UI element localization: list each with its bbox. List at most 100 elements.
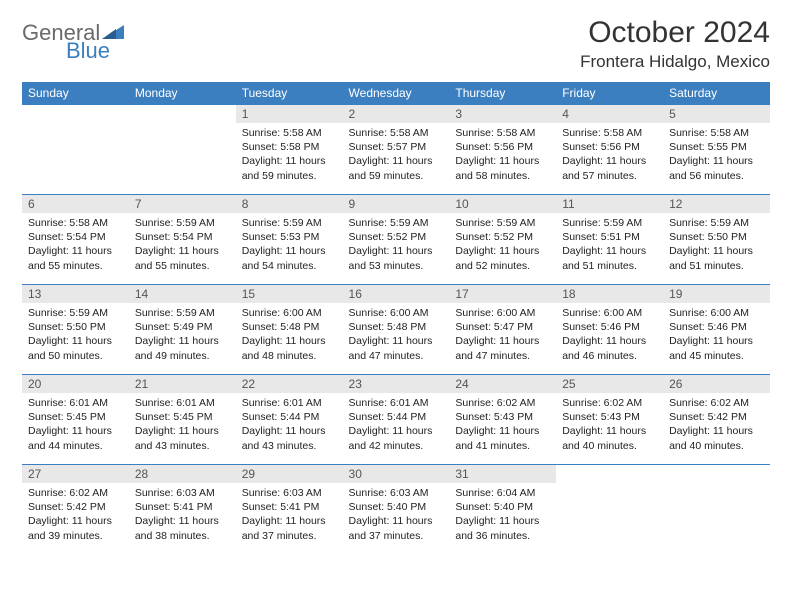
day-line: and 38 minutes. (135, 529, 230, 543)
day-line: Daylight: 11 hours (455, 514, 550, 528)
calendar-cell: 7Sunrise: 5:59 AMSunset: 5:54 PMDaylight… (129, 195, 236, 285)
day-line: Sunset: 5:45 PM (135, 410, 230, 424)
dayname-friday: Friday (556, 82, 663, 105)
day-content: Sunrise: 6:00 AMSunset: 5:48 PMDaylight:… (236, 303, 343, 369)
day-line: Sunset: 5:58 PM (242, 140, 337, 154)
calendar-cell: 18Sunrise: 6:00 AMSunset: 5:46 PMDayligh… (556, 285, 663, 375)
day-line: Sunrise: 6:03 AM (135, 486, 230, 500)
day-line: Sunrise: 6:00 AM (562, 306, 657, 320)
day-line: Sunset: 5:48 PM (242, 320, 337, 334)
day-content: Sunrise: 6:02 AMSunset: 5:42 PMDaylight:… (663, 393, 770, 459)
day-content: Sunrise: 6:00 AMSunset: 5:48 PMDaylight:… (343, 303, 450, 369)
day-number: 20 (22, 375, 129, 393)
dayname-monday: Monday (129, 82, 236, 105)
dayname-tuesday: Tuesday (236, 82, 343, 105)
day-line: Daylight: 11 hours (349, 154, 444, 168)
day-line: Sunset: 5:50 PM (28, 320, 123, 334)
day-line: Sunrise: 5:58 AM (455, 126, 550, 140)
calendar-cell: 20Sunrise: 6:01 AMSunset: 5:45 PMDayligh… (22, 375, 129, 465)
day-line: and 56 minutes. (669, 169, 764, 183)
day-line: Sunset: 5:41 PM (242, 500, 337, 514)
day-number: 2 (343, 105, 450, 123)
calendar-cell: 16Sunrise: 6:00 AMSunset: 5:48 PMDayligh… (343, 285, 450, 375)
day-line: Daylight: 11 hours (562, 244, 657, 258)
day-line: Daylight: 11 hours (135, 424, 230, 438)
day-content: Sunrise: 5:58 AMSunset: 5:56 PMDaylight:… (449, 123, 556, 189)
calendar-cell: 9Sunrise: 5:59 AMSunset: 5:52 PMDaylight… (343, 195, 450, 285)
day-number: 9 (343, 195, 450, 213)
day-line: Sunrise: 6:02 AM (562, 396, 657, 410)
day-number: 10 (449, 195, 556, 213)
day-line: and 59 minutes. (349, 169, 444, 183)
day-content: Sunrise: 5:58 AMSunset: 5:57 PMDaylight:… (343, 123, 450, 189)
day-line: Sunset: 5:53 PM (242, 230, 337, 244)
day-line: Daylight: 11 hours (455, 154, 550, 168)
day-line: and 41 minutes. (455, 439, 550, 453)
day-line: Sunrise: 6:02 AM (28, 486, 123, 500)
day-line: Sunrise: 6:03 AM (349, 486, 444, 500)
day-line: Sunset: 5:46 PM (562, 320, 657, 334)
day-line: Sunset: 5:43 PM (455, 410, 550, 424)
dayname-wednesday: Wednesday (343, 82, 450, 105)
day-content: Sunrise: 6:03 AMSunset: 5:41 PMDaylight:… (236, 483, 343, 549)
day-line: and 45 minutes. (669, 349, 764, 363)
day-line: Daylight: 11 hours (349, 244, 444, 258)
calendar-cell: 29Sunrise: 6:03 AMSunset: 5:41 PMDayligh… (236, 465, 343, 555)
day-content: Sunrise: 6:02 AMSunset: 5:42 PMDaylight:… (22, 483, 129, 549)
day-line: Daylight: 11 hours (28, 424, 123, 438)
calendar-cell: 25Sunrise: 6:02 AMSunset: 5:43 PMDayligh… (556, 375, 663, 465)
day-number: 11 (556, 195, 663, 213)
calendar-cell: 24Sunrise: 6:02 AMSunset: 5:43 PMDayligh… (449, 375, 556, 465)
day-line: Sunset: 5:48 PM (349, 320, 444, 334)
day-line: Sunrise: 5:59 AM (135, 306, 230, 320)
day-line: Daylight: 11 hours (669, 154, 764, 168)
day-content: Sunrise: 6:03 AMSunset: 5:40 PMDaylight:… (343, 483, 450, 549)
day-line: Sunrise: 5:58 AM (242, 126, 337, 140)
calendar-week: 20Sunrise: 6:01 AMSunset: 5:45 PMDayligh… (22, 375, 770, 465)
day-content: Sunrise: 6:01 AMSunset: 5:44 PMDaylight:… (236, 393, 343, 459)
calendar-cell: 23Sunrise: 6:01 AMSunset: 5:44 PMDayligh… (343, 375, 450, 465)
day-content: Sunrise: 6:01 AMSunset: 5:45 PMDaylight:… (22, 393, 129, 459)
day-line: Sunset: 5:51 PM (562, 230, 657, 244)
day-line: Sunset: 5:40 PM (349, 500, 444, 514)
day-line: Daylight: 11 hours (669, 424, 764, 438)
day-line: Sunrise: 5:58 AM (28, 216, 123, 230)
day-line: Daylight: 11 hours (28, 244, 123, 258)
day-content: Sunrise: 6:02 AMSunset: 5:43 PMDaylight:… (449, 393, 556, 459)
day-number: 24 (449, 375, 556, 393)
day-line: and 57 minutes. (562, 169, 657, 183)
day-content: Sunrise: 5:59 AMSunset: 5:51 PMDaylight:… (556, 213, 663, 279)
title-block: October 2024 Frontera Hidalgo, Mexico (580, 16, 770, 72)
calendar-cell (129, 105, 236, 195)
day-content: Sunrise: 5:58 AMSunset: 5:54 PMDaylight:… (22, 213, 129, 279)
day-content: Sunrise: 6:00 AMSunset: 5:46 PMDaylight:… (663, 303, 770, 369)
day-line: Sunrise: 6:00 AM (349, 306, 444, 320)
calendar-cell: 13Sunrise: 5:59 AMSunset: 5:50 PMDayligh… (22, 285, 129, 375)
day-line: Sunset: 5:46 PM (669, 320, 764, 334)
day-content: Sunrise: 5:59 AMSunset: 5:52 PMDaylight:… (449, 213, 556, 279)
day-content: Sunrise: 5:58 AMSunset: 5:56 PMDaylight:… (556, 123, 663, 189)
day-line: Sunrise: 6:02 AM (669, 396, 764, 410)
calendar-cell: 30Sunrise: 6:03 AMSunset: 5:40 PMDayligh… (343, 465, 450, 555)
calendar-cell: 4Sunrise: 5:58 AMSunset: 5:56 PMDaylight… (556, 105, 663, 195)
day-number: 26 (663, 375, 770, 393)
day-line: Sunrise: 6:01 AM (135, 396, 230, 410)
day-line: Sunset: 5:41 PM (135, 500, 230, 514)
day-line: Daylight: 11 hours (349, 514, 444, 528)
day-line: Daylight: 11 hours (242, 424, 337, 438)
day-number: 22 (236, 375, 343, 393)
day-line: Daylight: 11 hours (669, 244, 764, 258)
day-number: 6 (22, 195, 129, 213)
day-line: Sunrise: 6:04 AM (455, 486, 550, 500)
day-content: Sunrise: 5:59 AMSunset: 5:52 PMDaylight:… (343, 213, 450, 279)
day-line: Daylight: 11 hours (349, 424, 444, 438)
day-number: 15 (236, 285, 343, 303)
day-line: Sunset: 5:47 PM (455, 320, 550, 334)
day-line: Daylight: 11 hours (28, 514, 123, 528)
day-line: Daylight: 11 hours (135, 334, 230, 348)
day-line: Sunrise: 5:59 AM (242, 216, 337, 230)
day-line: Sunset: 5:44 PM (242, 410, 337, 424)
day-content: Sunrise: 5:59 AMSunset: 5:53 PMDaylight:… (236, 213, 343, 279)
day-number: 5 (663, 105, 770, 123)
day-line: Daylight: 11 hours (242, 154, 337, 168)
